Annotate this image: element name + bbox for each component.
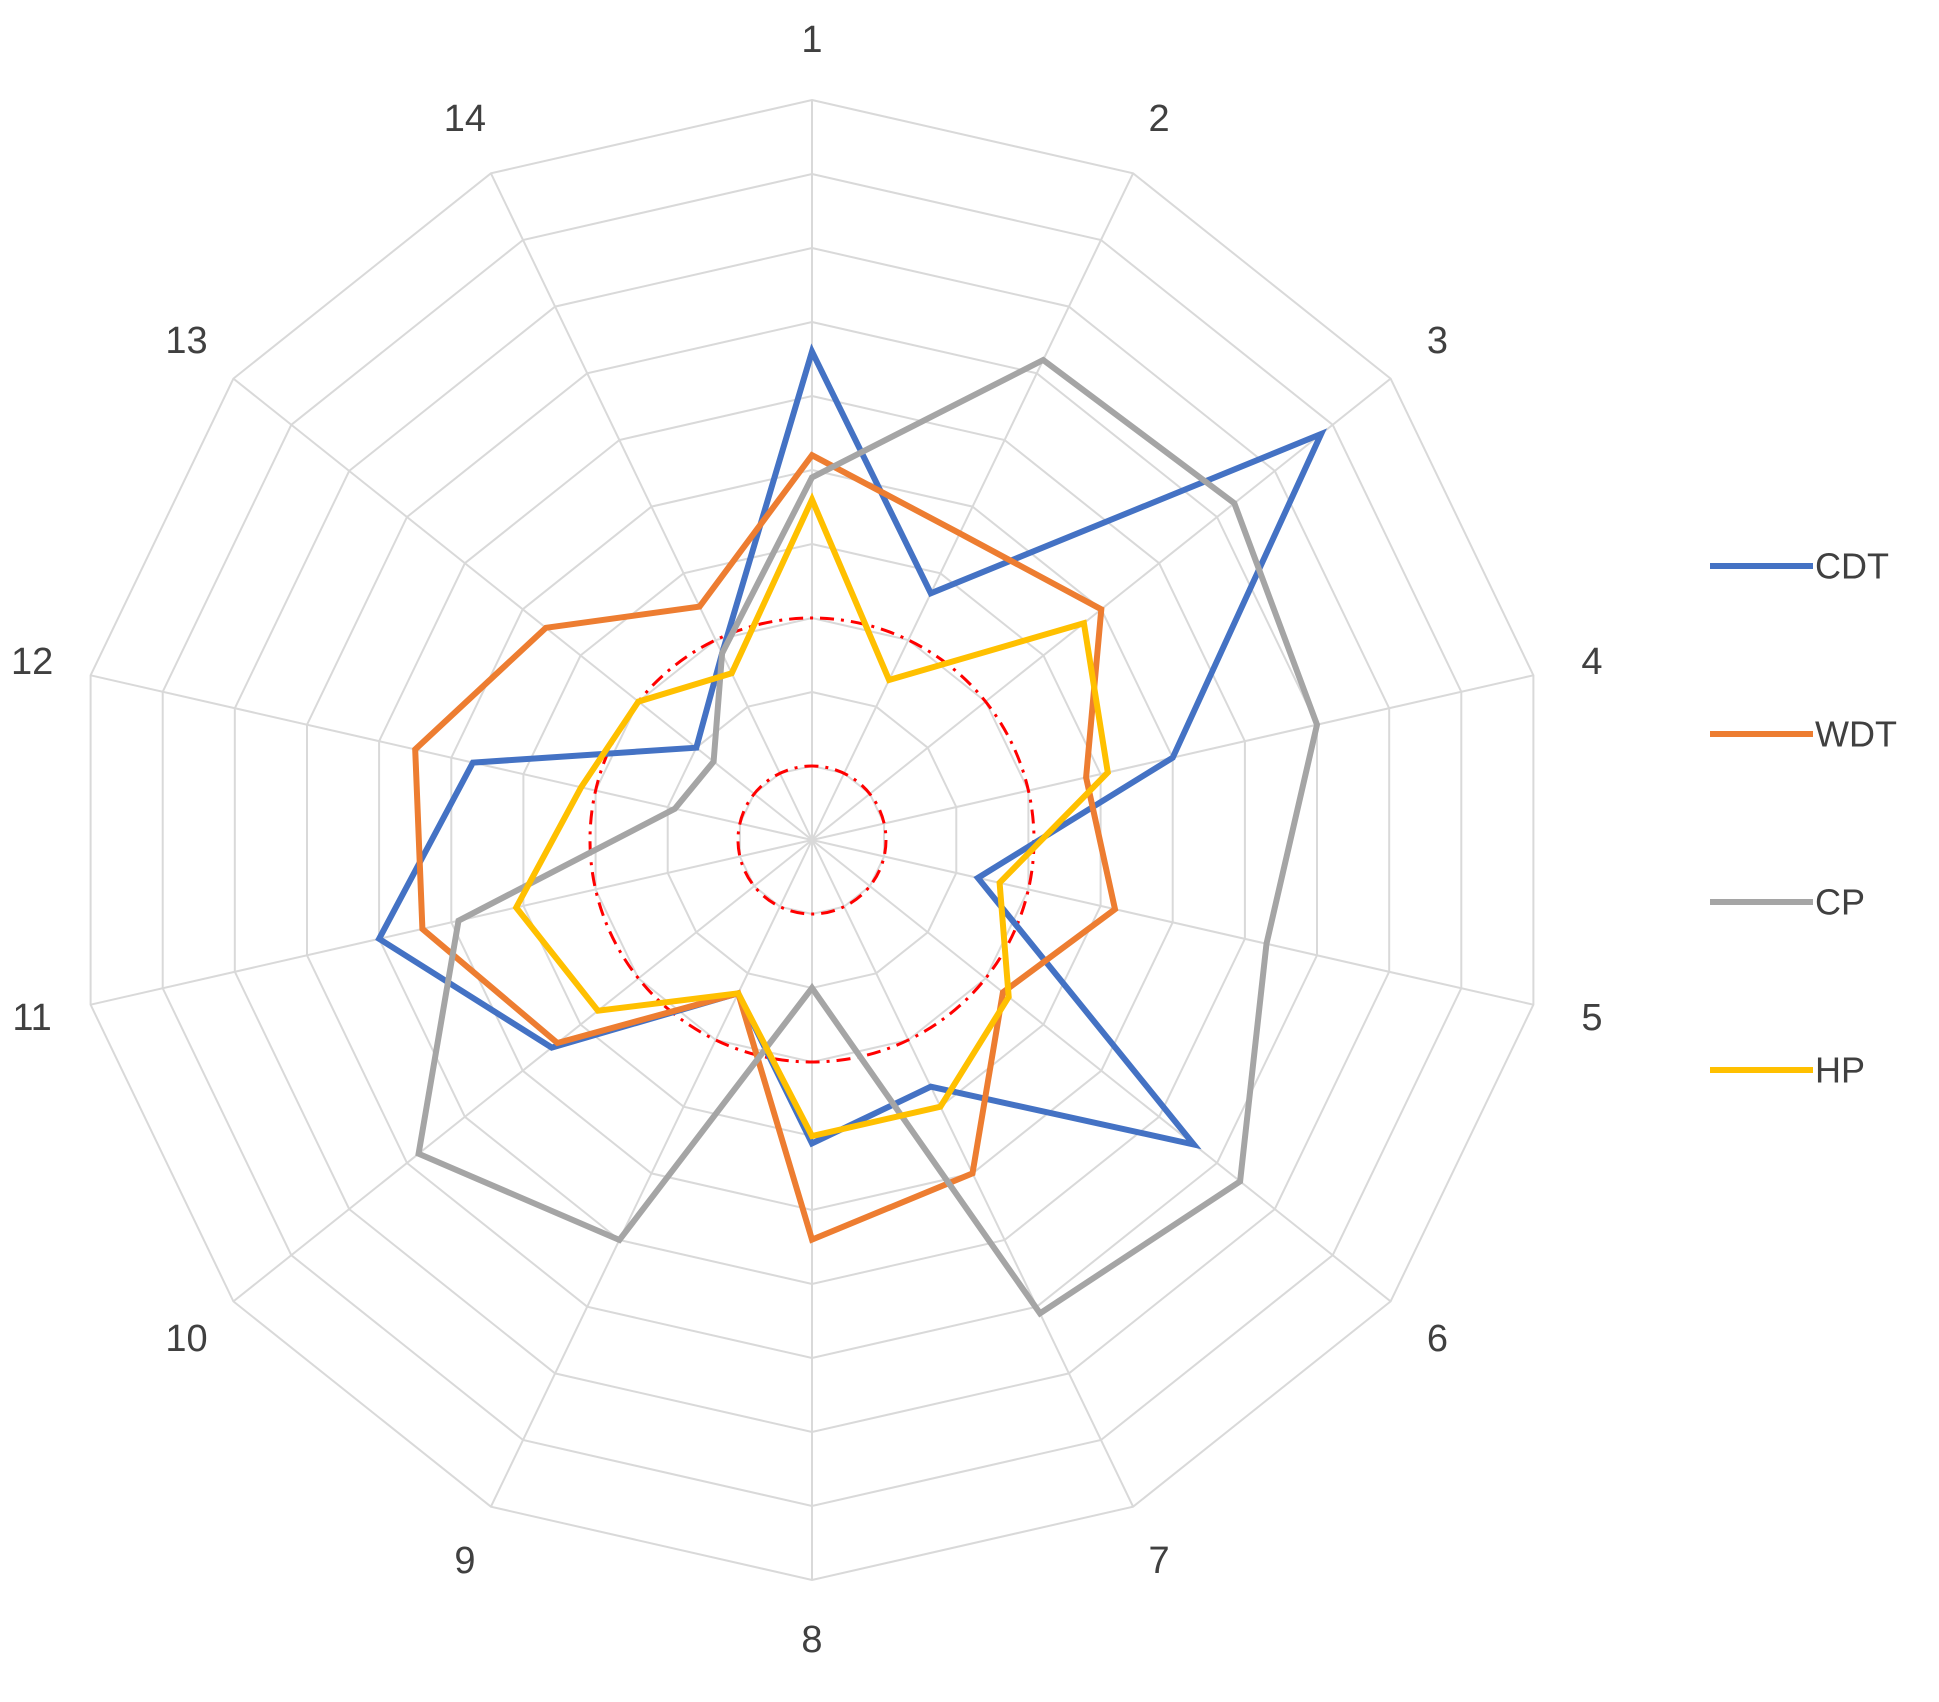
spoke-11 [90,839,813,1006]
axis-label-13: 13 [165,320,207,362]
axis-label-7: 7 [1149,1540,1170,1582]
axis-label-14: 14 [444,98,486,140]
spoke-9 [489,839,813,1508]
spoke-14 [489,172,813,841]
legend-item-hp: HP [1710,1050,1865,1091]
legend-label-cp: CP [1815,882,1865,923]
axis-label-8: 8 [801,1619,822,1661]
spoke-2 [811,172,1135,841]
legend-label-cdt: CDT [1815,546,1889,587]
legend-label-hp: HP [1815,1050,1865,1091]
axis-label-6: 6 [1427,1318,1448,1360]
axis-label-1: 1 [801,19,822,61]
series-line-cdt [375,343,1327,1150]
legend-item-cdt: CDT [1710,546,1889,587]
axis-label-5: 5 [1581,997,1602,1039]
axis-label-3: 3 [1427,320,1448,362]
spoke-12 [90,674,813,841]
legend-label-wdt: WDT [1815,714,1897,755]
axis-label-9: 9 [454,1540,475,1582]
axis-label-12: 12 [11,641,53,683]
spoke-5 [811,839,1534,1006]
axis-label-10: 10 [165,1318,207,1360]
spoke-13 [232,377,813,841]
axis-label-4: 4 [1581,641,1602,683]
legend-item-cp: CP [1710,882,1865,923]
radar-grid [89,98,1535,1582]
reference-circle-1 [736,764,888,916]
axis-label-2: 2 [1149,98,1170,140]
legend: CDT WDT CP HP [1710,546,1897,1091]
spoke-10 [232,839,813,1303]
axis-label-11: 11 [12,997,51,1039]
spoke-6 [811,839,1392,1303]
series-lines [375,343,1327,1318]
legend-item-wdt: WDT [1710,714,1897,755]
